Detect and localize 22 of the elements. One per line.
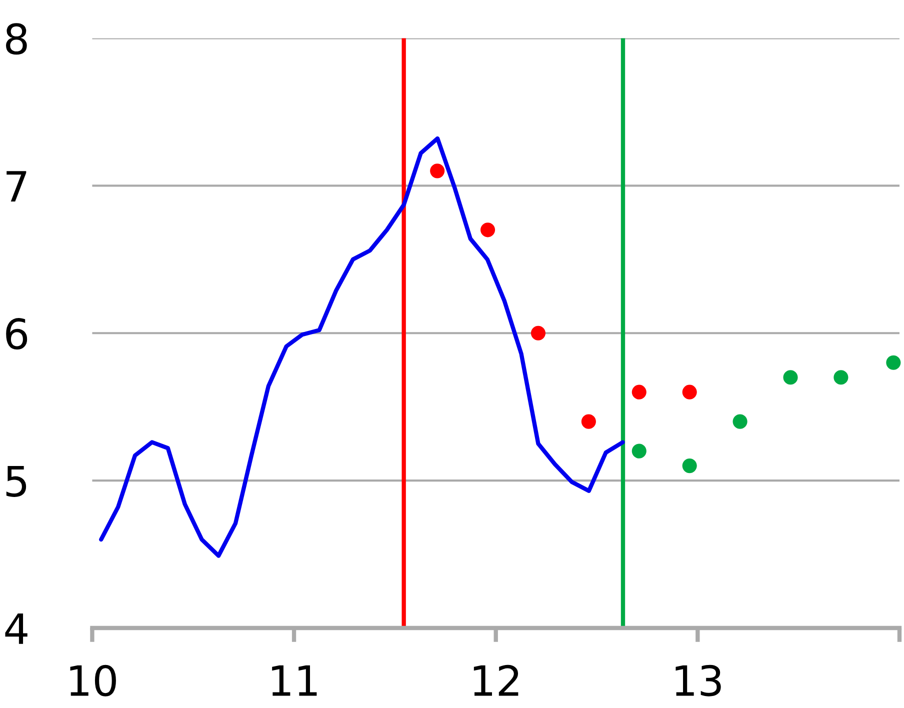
point [581,414,596,429]
line-series [99,136,625,558]
point [480,222,496,238]
point [783,370,798,385]
point [834,370,848,385]
y-tick-label: 4 [5,613,28,644]
x-tick-label: 13 [676,664,721,696]
x-tick-label: 11 [272,665,317,696]
y-tick-label: 5 [6,466,26,497]
x-tick-label: 12 [474,664,518,696]
point [530,326,546,340]
point [430,164,445,178]
point [632,384,646,400]
point [682,458,697,474]
point [732,414,748,429]
point [632,444,646,458]
x-tick-label: 10 [70,664,116,696]
point [886,355,901,370]
y-tick-label: 8 [6,23,27,55]
y-tick-label: 7 [6,171,26,202]
y-tick-label: 6 [6,318,28,350]
point [682,384,697,400]
